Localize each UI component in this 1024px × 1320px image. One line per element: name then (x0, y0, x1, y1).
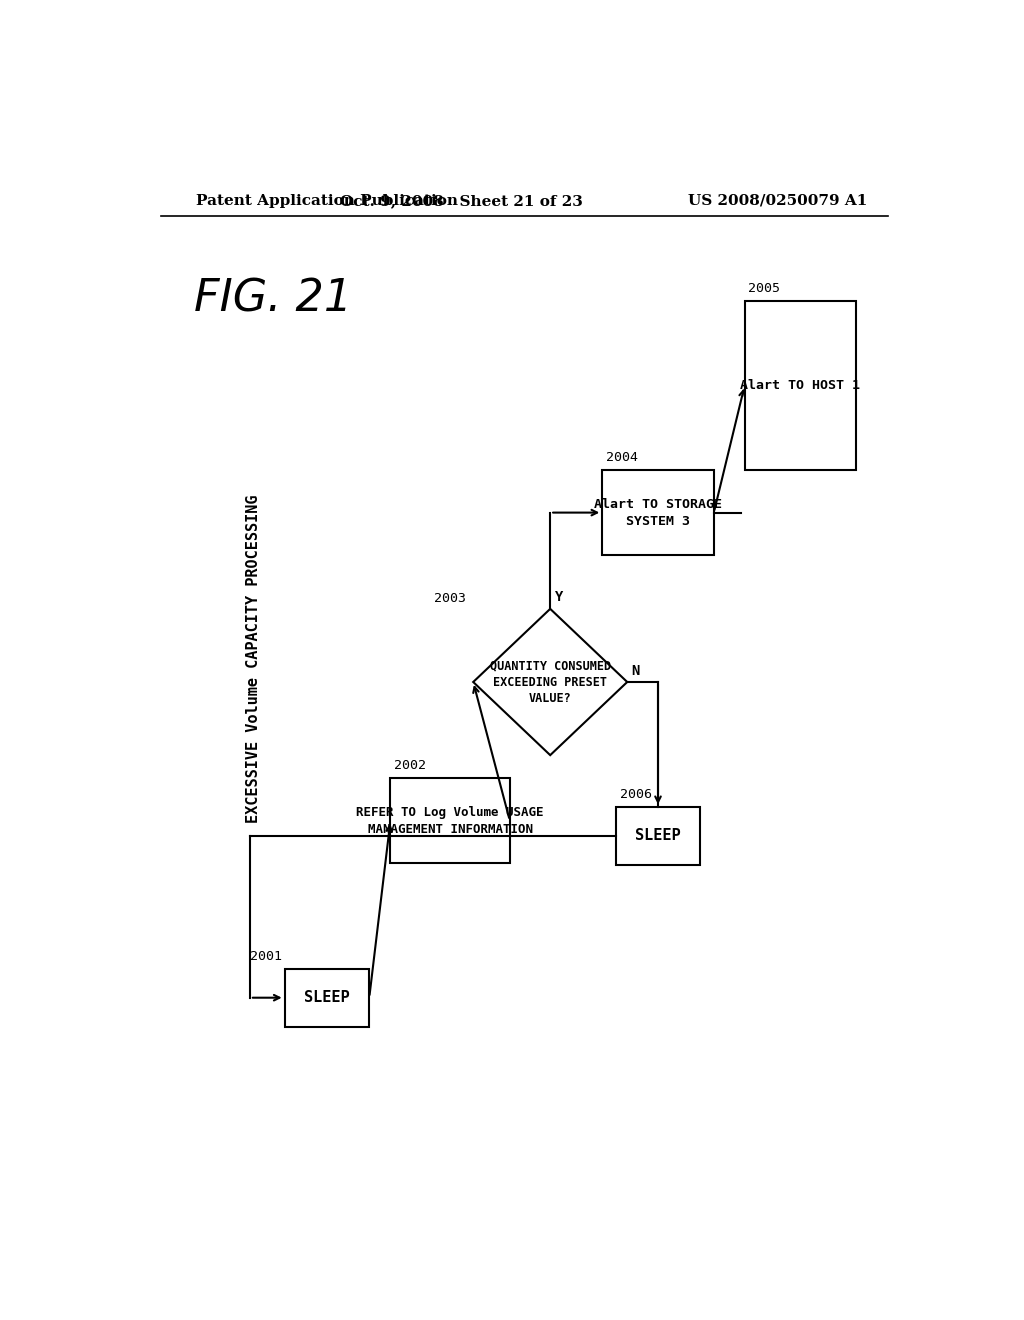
Bar (744, 301, 856, 470)
Text: 2005: 2005 (749, 281, 780, 294)
Text: Alart TO STORAGE
SYSTEM 3: Alart TO STORAGE SYSTEM 3 (594, 498, 722, 528)
Text: Y: Y (555, 590, 563, 605)
Text: EXCESSIVE Volume CAPACITY PROCESSING: EXCESSIVE Volume CAPACITY PROCESSING (246, 495, 261, 824)
Text: US 2008/0250079 A1: US 2008/0250079 A1 (688, 194, 867, 207)
Text: 2001: 2001 (250, 949, 283, 962)
Text: Alart TO HOST 1: Alart TO HOST 1 (740, 379, 860, 392)
Text: 2004: 2004 (606, 451, 638, 465)
Text: QUANTITY CONSUMED
EXCEEDING PRESET
VALUE?: QUANTITY CONSUMED EXCEEDING PRESET VALUE… (489, 660, 610, 705)
Bar (602, 470, 714, 554)
Text: Oct. 9, 2008   Sheet 21 of 23: Oct. 9, 2008 Sheet 21 of 23 (340, 194, 583, 207)
Bar (390, 779, 510, 863)
Bar (285, 969, 370, 1027)
Text: Patent Application Publication: Patent Application Publication (196, 194, 458, 207)
Polygon shape (473, 609, 628, 755)
Text: 2003: 2003 (433, 591, 466, 605)
Text: 2002: 2002 (394, 759, 426, 772)
Text: FIG. 21: FIG. 21 (194, 277, 352, 321)
Text: REFER TO Log Volume USAGE
MANAGEMENT INFORMATION: REFER TO Log Volume USAGE MANAGEMENT INF… (356, 805, 544, 836)
Text: 2006: 2006 (620, 788, 651, 801)
Text: N: N (631, 664, 639, 678)
Bar (615, 807, 700, 865)
Text: SLEEP: SLEEP (304, 990, 350, 1006)
Text: SLEEP: SLEEP (635, 829, 681, 843)
